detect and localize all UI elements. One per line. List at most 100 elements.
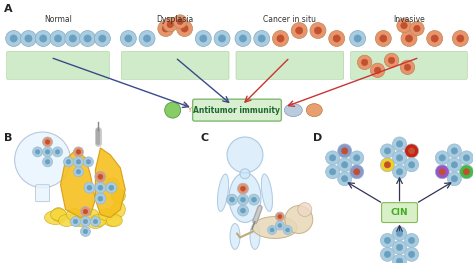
Circle shape (177, 21, 192, 36)
Circle shape (76, 169, 81, 174)
Ellipse shape (45, 211, 66, 224)
Circle shape (326, 165, 339, 179)
Circle shape (342, 162, 348, 168)
Circle shape (227, 194, 237, 205)
Circle shape (447, 144, 461, 158)
Circle shape (162, 25, 169, 32)
Circle shape (451, 148, 457, 154)
Circle shape (81, 216, 91, 227)
Circle shape (84, 35, 91, 42)
Ellipse shape (261, 174, 273, 211)
Circle shape (237, 205, 248, 216)
Circle shape (237, 194, 248, 205)
Circle shape (35, 31, 51, 46)
Circle shape (384, 251, 391, 257)
Ellipse shape (218, 174, 228, 211)
Circle shape (95, 171, 106, 182)
FancyBboxPatch shape (236, 51, 344, 79)
Circle shape (380, 35, 387, 42)
Ellipse shape (51, 209, 66, 220)
Circle shape (409, 148, 415, 154)
Ellipse shape (284, 104, 302, 117)
Circle shape (73, 157, 83, 167)
Circle shape (392, 165, 407, 179)
Circle shape (158, 21, 174, 36)
Circle shape (109, 185, 114, 190)
Circle shape (91, 216, 100, 227)
Circle shape (409, 251, 415, 257)
Circle shape (392, 254, 407, 264)
Circle shape (277, 35, 284, 42)
Circle shape (401, 60, 415, 74)
Circle shape (370, 63, 385, 78)
Circle shape (447, 158, 461, 172)
Text: A: A (4, 4, 12, 14)
Circle shape (405, 35, 412, 42)
Circle shape (381, 144, 394, 158)
Ellipse shape (103, 213, 121, 227)
Circle shape (229, 197, 235, 202)
Circle shape (99, 35, 106, 42)
Circle shape (392, 151, 407, 165)
Ellipse shape (91, 215, 106, 227)
Circle shape (55, 35, 62, 42)
Circle shape (83, 229, 88, 234)
Circle shape (296, 27, 303, 34)
Text: Y: Y (182, 103, 187, 109)
FancyBboxPatch shape (7, 51, 109, 79)
FancyBboxPatch shape (382, 203, 418, 223)
Circle shape (55, 150, 60, 154)
Polygon shape (61, 150, 95, 218)
Circle shape (275, 221, 284, 230)
Circle shape (435, 151, 449, 165)
Circle shape (73, 167, 83, 177)
FancyBboxPatch shape (36, 185, 50, 202)
Ellipse shape (229, 173, 261, 223)
Circle shape (254, 31, 270, 46)
Circle shape (163, 17, 177, 32)
Circle shape (414, 25, 420, 32)
Circle shape (94, 31, 110, 46)
Circle shape (43, 147, 53, 157)
Ellipse shape (106, 215, 122, 227)
Circle shape (310, 23, 326, 39)
Circle shape (396, 155, 403, 161)
Circle shape (329, 155, 336, 161)
Circle shape (86, 160, 91, 164)
Text: Invasive: Invasive (393, 15, 425, 23)
Circle shape (384, 237, 391, 244)
Circle shape (337, 172, 352, 186)
Circle shape (392, 241, 407, 254)
Circle shape (381, 233, 394, 247)
Text: Antitumor immunity: Antitumor immunity (193, 106, 281, 115)
Text: Cancer in situ: Cancer in situ (264, 15, 316, 23)
Circle shape (227, 137, 263, 173)
Polygon shape (95, 148, 125, 218)
Circle shape (252, 197, 256, 202)
Circle shape (329, 31, 345, 46)
Circle shape (69, 35, 76, 42)
Circle shape (10, 35, 17, 42)
Circle shape (342, 148, 348, 154)
FancyBboxPatch shape (351, 51, 467, 79)
Ellipse shape (111, 189, 125, 203)
Circle shape (278, 215, 282, 219)
Circle shape (167, 21, 173, 28)
Circle shape (237, 183, 248, 194)
Circle shape (173, 15, 187, 28)
Text: CIN: CIN (391, 208, 408, 217)
Circle shape (50, 31, 66, 46)
Circle shape (410, 21, 424, 36)
Circle shape (248, 194, 259, 205)
Ellipse shape (250, 224, 260, 249)
Circle shape (396, 258, 403, 264)
Circle shape (177, 18, 183, 25)
Circle shape (106, 182, 117, 193)
Circle shape (65, 31, 81, 46)
Circle shape (298, 203, 312, 216)
Circle shape (95, 193, 106, 204)
Circle shape (354, 155, 360, 161)
Circle shape (144, 35, 151, 42)
FancyBboxPatch shape (192, 99, 282, 121)
Circle shape (46, 140, 50, 144)
